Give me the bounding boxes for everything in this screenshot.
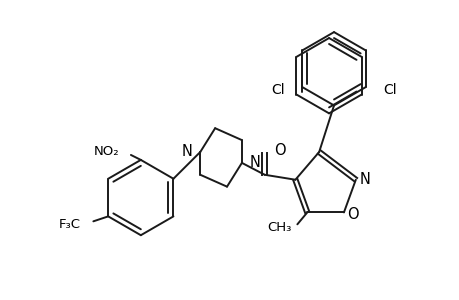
Text: N: N	[181, 145, 192, 160]
Text: NO₂: NO₂	[93, 146, 119, 158]
Text: Cl: Cl	[383, 83, 397, 97]
Text: CH₃: CH₃	[267, 221, 291, 234]
Text: F₃C: F₃C	[58, 218, 80, 231]
Text: O: O	[274, 143, 285, 158]
Text: Cl: Cl	[270, 83, 284, 97]
Text: N: N	[358, 172, 369, 187]
Text: N: N	[249, 155, 260, 170]
Text: O: O	[346, 207, 358, 222]
